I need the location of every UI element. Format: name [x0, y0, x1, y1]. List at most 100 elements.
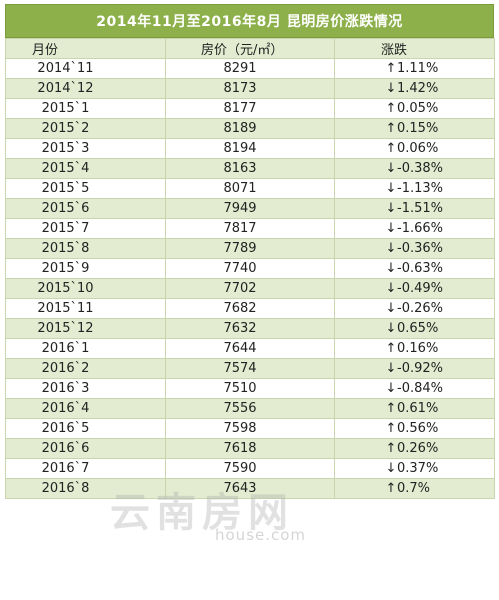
- change-cell: ↓-1.66%: [334, 218, 495, 239]
- arrow-down-icon: ↓: [385, 381, 397, 396]
- change-value: 1.42%: [397, 81, 439, 96]
- arrow-up-icon: ↑: [385, 441, 397, 456]
- month-cell: 2015`7: [5, 218, 166, 239]
- month-cell: 2014`11: [5, 58, 166, 79]
- price-cell: 7632: [165, 318, 335, 339]
- arrow-up-icon: ↑: [385, 141, 397, 156]
- table-row: 2016`6 7618 ↑0.26%: [5, 438, 495, 459]
- price-cell: 8173: [165, 78, 335, 99]
- change-cell: ↓0.65%: [334, 318, 495, 339]
- change-cell: ↓1.42%: [334, 78, 495, 99]
- arrow-up-icon: ↑: [385, 101, 397, 116]
- change-cell: ↑0.61%: [334, 398, 495, 419]
- table-row: 2015`2 8189 ↑0.15%: [5, 118, 495, 139]
- table-row: 2015`8 7789 ↓-0.36%: [5, 238, 495, 259]
- change-cell: ↑0.7%: [334, 478, 495, 499]
- price-cell: 7789: [165, 238, 335, 259]
- price-cell: 7618: [165, 438, 335, 459]
- arrow-down-icon: ↓: [385, 261, 397, 276]
- change-value: 0.65%: [397, 321, 439, 336]
- month-cell: 2015`4: [5, 158, 166, 179]
- change-value: -1.51%: [397, 201, 443, 216]
- arrow-down-icon: ↓: [385, 161, 397, 176]
- month-cell: 2016`7: [5, 458, 166, 479]
- price-cell: 7574: [165, 358, 335, 379]
- change-value: 0.26%: [397, 441, 439, 456]
- arrow-down-icon: ↓: [385, 321, 397, 336]
- change-cell: ↑0.15%: [334, 118, 495, 139]
- arrow-down-icon: ↓: [385, 301, 397, 316]
- month-cell: 2015`1: [5, 98, 166, 119]
- month-cell: 2016`3: [5, 378, 166, 399]
- price-cell: 7598: [165, 418, 335, 439]
- month-cell: 2015`6: [5, 198, 166, 219]
- month-cell: 2015`9: [5, 258, 166, 279]
- header-change: 涨跌: [334, 38, 495, 59]
- change-cell: ↑0.16%: [334, 338, 495, 359]
- table-row: 2015`10 7702 ↓-0.49%: [5, 278, 495, 299]
- arrow-up-icon: ↑: [385, 401, 397, 416]
- change-cell: ↓0.37%: [334, 458, 495, 479]
- month-cell: 2014`12: [5, 78, 166, 99]
- price-cell: 7817: [165, 218, 335, 239]
- watermark-url-text: house.com: [215, 526, 307, 544]
- arrow-up-icon: ↑: [385, 421, 397, 436]
- price-cell: 7740: [165, 258, 335, 279]
- arrow-down-icon: ↓: [385, 81, 397, 96]
- arrow-up-icon: ↑: [385, 121, 397, 136]
- change-value: -0.26%: [397, 301, 443, 316]
- table-row: 2016`1 7644 ↑0.16%: [5, 338, 495, 359]
- header-row: 月份 房价（元/㎡） 涨跌: [5, 38, 495, 59]
- change-cell: ↑0.56%: [334, 418, 495, 439]
- table-row: 2016`3 7510 ↓-0.84%: [5, 378, 495, 399]
- table-row: 2014`12 8173 ↓1.42%: [5, 78, 495, 99]
- arrow-up-icon: ↑: [385, 341, 397, 356]
- change-cell: ↑1.11%: [334, 58, 495, 79]
- arrow-down-icon: ↓: [385, 361, 397, 376]
- change-value: 0.16%: [397, 341, 439, 356]
- month-cell: 2015`3: [5, 138, 166, 159]
- change-value: 0.56%: [397, 421, 439, 436]
- price-table-container: 2014年11月至2016年8月 昆明房价涨跌情况 月份 房价（元/㎡） 涨跌 …: [5, 4, 495, 499]
- change-value: 0.61%: [397, 401, 439, 416]
- change-value: 0.05%: [397, 101, 439, 116]
- arrow-down-icon: ↓: [385, 221, 397, 236]
- table-row: 2016`7 7590 ↓0.37%: [5, 458, 495, 479]
- price-cell: 8189: [165, 118, 335, 139]
- price-cell: 8194: [165, 138, 335, 159]
- price-table: 月份 房价（元/㎡） 涨跌 2014`11 8291 ↑1.11% 2014`12 81…: [5, 38, 495, 499]
- table-row: 2015`1 8177 ↑0.05%: [5, 98, 495, 119]
- arrow-down-icon: ↓: [385, 281, 397, 296]
- price-cell: 8071: [165, 178, 335, 199]
- price-cell: 7556: [165, 398, 335, 419]
- price-cell: 7702: [165, 278, 335, 299]
- change-value: -0.38%: [397, 161, 443, 176]
- table-row: 2015`5 8071 ↓-1.13%: [5, 178, 495, 199]
- header-month: 月份: [5, 38, 166, 59]
- change-value: 1.11%: [397, 61, 439, 76]
- price-cell: 7643: [165, 478, 335, 499]
- change-value: -0.36%: [397, 241, 443, 256]
- month-cell: 2016`6: [5, 438, 166, 459]
- price-cell: 7510: [165, 378, 335, 399]
- arrow-down-icon: ↓: [385, 181, 397, 196]
- table-row: 2015`12 7632 ↓0.65%: [5, 318, 495, 339]
- table-row: 2016`4 7556 ↑0.61%: [5, 398, 495, 419]
- price-cell: 8177: [165, 98, 335, 119]
- change-cell: ↑0.06%: [334, 138, 495, 159]
- change-cell: ↓-1.51%: [334, 198, 495, 219]
- table-row: 2015`9 7740 ↓-0.63%: [5, 258, 495, 279]
- change-value: -0.84%: [397, 381, 443, 396]
- arrow-up-icon: ↑: [385, 61, 397, 76]
- price-cell: 8163: [165, 158, 335, 179]
- table-row: 2015`7 7817 ↓-1.66%: [5, 218, 495, 239]
- change-value: -0.63%: [397, 261, 443, 276]
- table-title: 2014年11月至2016年8月 昆明房价涨跌情况: [5, 4, 494, 38]
- change-cell: ↓-0.49%: [334, 278, 495, 299]
- change-cell: ↑0.26%: [334, 438, 495, 459]
- month-cell: 2015`11: [5, 298, 166, 319]
- change-value: -1.13%: [397, 181, 443, 196]
- change-cell: ↓-0.36%: [334, 238, 495, 259]
- change-cell: ↓-1.13%: [334, 178, 495, 199]
- change-value: -0.49%: [397, 281, 443, 296]
